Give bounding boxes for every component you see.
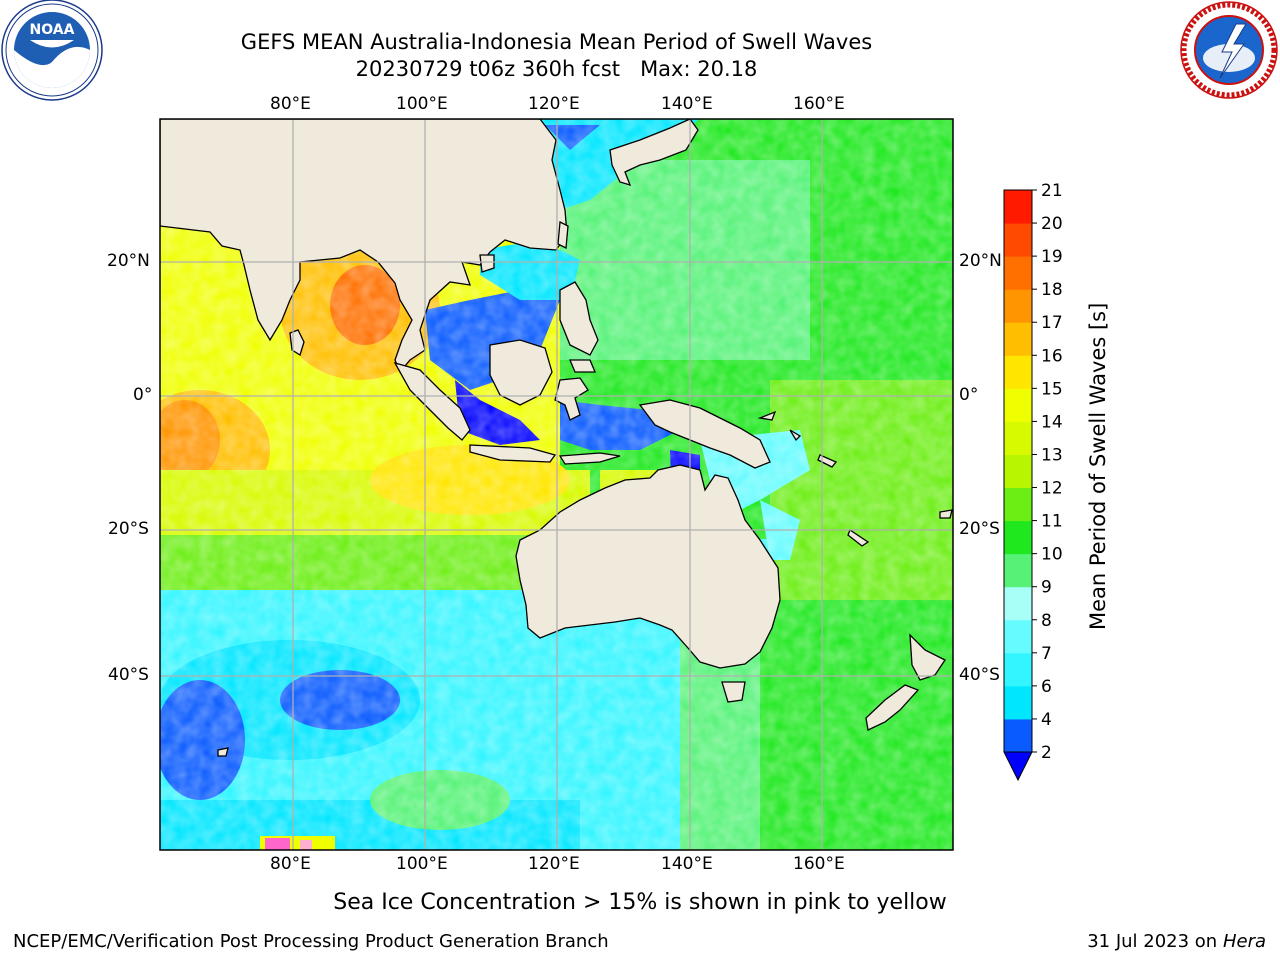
map-subtitle: 20230729 t06z 360h fcst Max: 20.18 — [355, 57, 758, 81]
colorbar-segment — [1004, 421, 1032, 455]
colorbar-frame — [1003, 189, 1033, 753]
colorbar-tick-label: 13 — [1041, 445, 1063, 465]
colorbar-label: Mean Period of Swell Waves [s] — [1086, 302, 1110, 630]
colorbar-segment — [1004, 355, 1032, 389]
lon-label-top-100e: 100°E — [396, 94, 448, 114]
map-frame — [159, 118, 954, 851]
colorbar-segment — [1004, 256, 1032, 290]
colorbar-segment — [1004, 619, 1032, 654]
colorbar-tick-label: 18 — [1041, 280, 1063, 300]
lon-label-top-80e: 80°E — [270, 94, 311, 114]
colorbar-tick-label: 6 — [1041, 677, 1052, 697]
lon-label-bottom-140e: 140°E — [661, 854, 713, 874]
noaa-logo: NOAA — [1, 0, 103, 101]
colorbar-segment — [1004, 685, 1032, 720]
lon-label-bottom-120e: 120°E — [528, 854, 580, 874]
lat-label-right-0: 0° — [959, 385, 979, 405]
colorbar-tick-label: 15 — [1041, 379, 1063, 399]
lon-label-bottom-100e: 100°E — [396, 854, 448, 874]
lat-label-left-20n: 20°N — [107, 251, 150, 271]
lat-label-left-20s: 20°S — [108, 519, 149, 539]
colorbar-tick-label: 9 — [1041, 578, 1052, 598]
colorbar-tick-label: 19 — [1041, 247, 1063, 267]
colorbar-tick-label: 14 — [1041, 412, 1063, 432]
colorbar-segment — [1004, 652, 1032, 687]
colorbar-segment — [1004, 718, 1032, 753]
colorbar-segment — [1004, 322, 1032, 356]
swell-period-field — [160, 119, 953, 850]
lon-label-top-140e: 140°E — [661, 94, 713, 114]
sea-ice-note-text: Sea Ice Concentration > 15% is shown in … — [333, 890, 947, 915]
colorbar-segment — [1004, 586, 1032, 621]
svg-text:NOAA: NOAA — [30, 22, 75, 38]
colorbar-tick-label: 4 — [1041, 710, 1052, 730]
footer-date-text: 31 Jul 2023 on — [1087, 931, 1223, 952]
footer-credit: NCEP/EMC/Verification Post Processing Pr… — [13, 931, 609, 952]
colorbar-segment — [1004, 289, 1032, 323]
lon-label-bottom-80e: 80°E — [270, 854, 311, 874]
colorbar-segment — [1004, 487, 1032, 522]
lon-label-top-160e: 160°E — [793, 94, 845, 114]
nws-logo — [1180, 1, 1278, 99]
colorbar-segment — [1004, 223, 1032, 257]
map-title: GEFS MEAN Australia-Indonesia Mean Perio… — [240, 30, 873, 54]
colorbar-segment — [1004, 388, 1032, 422]
graticule — [160, 119, 953, 850]
lat-label-right-20n: 20°N — [959, 251, 1002, 271]
sea-ice-note: Sea Ice Concentration > 15% is shown in … — [0, 890, 1280, 915]
colorbar-tick-label: 10 — [1041, 545, 1063, 565]
colorbar-tick-label: 20 — [1041, 214, 1063, 234]
colorbar-extend-triangle — [1003, 751, 1033, 782]
colorbar-tick-label: 11 — [1041, 512, 1063, 532]
colorbar-tick-label: 8 — [1041, 611, 1052, 631]
footer-date: 31 Jul 2023 on Hera — [1087, 931, 1266, 952]
colorbar-segment — [1004, 454, 1032, 489]
lat-label-right-40s: 40°S — [959, 665, 1000, 685]
lon-label-top-120e: 120°E — [528, 94, 580, 114]
colorbar: 2 4 6 7 8 9 10 11 12 13 14 15 16 17 18 19 20 21 — [1003, 181, 1063, 782]
land-masses — [160, 119, 953, 757]
lon-label-bottom-160e: 160°E — [793, 854, 845, 874]
colorbar-tick-label: 2 — [1041, 743, 1052, 763]
footer-machine: Hera — [1222, 931, 1266, 952]
colorbar-segment — [1004, 553, 1032, 588]
lat-label-left-0: 0° — [133, 385, 153, 405]
colorbar-tick-label: 16 — [1041, 346, 1063, 366]
lat-label-right-20s: 20°S — [959, 519, 1000, 539]
colorbar-tick-label: 21 — [1041, 181, 1063, 201]
colorbar-segment — [1004, 520, 1032, 555]
colorbar-tick-label: 17 — [1041, 313, 1063, 333]
lat-label-left-40s: 40°S — [108, 665, 149, 685]
colorbar-segment — [1004, 190, 1032, 224]
colorbar-tick-label: 12 — [1041, 479, 1063, 499]
colorbar-tick-label: 7 — [1041, 644, 1052, 664]
